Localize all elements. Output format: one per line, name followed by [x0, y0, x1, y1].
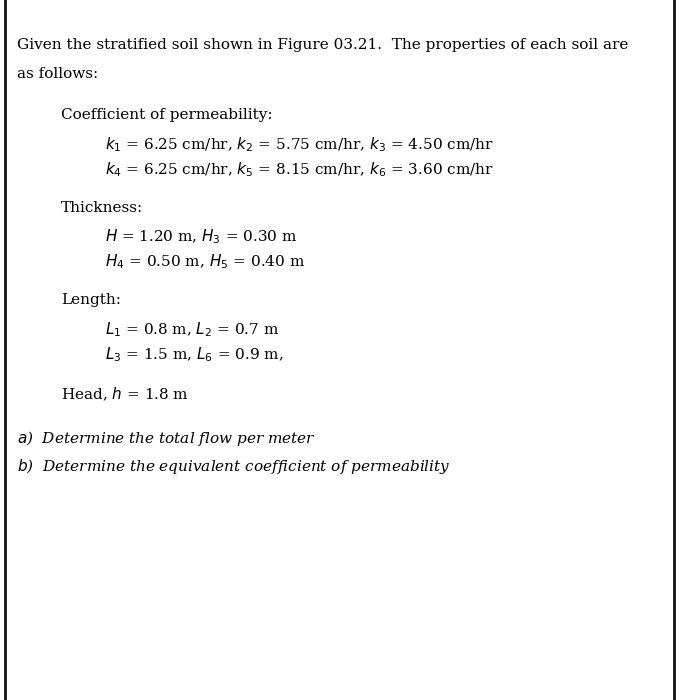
Text: Given the stratified soil shown in Figure 03.21.  The properties of each soil ar: Given the stratified soil shown in Figur… [17, 38, 628, 52]
Text: $H$ = 1.20 m, $H_3$ = 0.30 m: $H$ = 1.20 m, $H_3$ = 0.30 m [105, 228, 297, 246]
Text: $L_3$ = 1.5 m, $L_6$ = 0.9 m,: $L_3$ = 1.5 m, $L_6$ = 0.9 m, [105, 345, 284, 364]
Text: $H_4$ = 0.50 m, $H_5$ = 0.40 m: $H_4$ = 0.50 m, $H_5$ = 0.40 m [105, 253, 306, 272]
Text: $k_4$ = 6.25 cm/hr, $k_5$ = 8.15 cm/hr, $k_6$ = 3.60 cm/hr: $k_4$ = 6.25 cm/hr, $k_5$ = 8.15 cm/hr, … [105, 160, 494, 179]
Text: Head, $h$ = 1.8 m: Head, $h$ = 1.8 m [61, 386, 189, 403]
Text: as follows:: as follows: [17, 66, 98, 80]
Text: $k_1$ = 6.25 cm/hr, $k_2$ = 5.75 cm/hr, $k_3$ = 4.50 cm/hr: $k_1$ = 6.25 cm/hr, $k_2$ = 5.75 cm/hr, … [105, 135, 494, 154]
Text: Thickness:: Thickness: [61, 201, 143, 215]
Text: $L_1$ = 0.8 m, $L_2$ = 0.7 m: $L_1$ = 0.8 m, $L_2$ = 0.7 m [105, 320, 280, 339]
Text: $b$)  Determine the equivalent coefficient of permeability: $b$) Determine the equivalent coefficien… [17, 457, 450, 476]
Text: Length:: Length: [61, 293, 121, 307]
Text: Coefficient of permeability:: Coefficient of permeability: [61, 108, 273, 122]
Text: $a$)  Determine the total flow per meter: $a$) Determine the total flow per meter [17, 429, 316, 448]
